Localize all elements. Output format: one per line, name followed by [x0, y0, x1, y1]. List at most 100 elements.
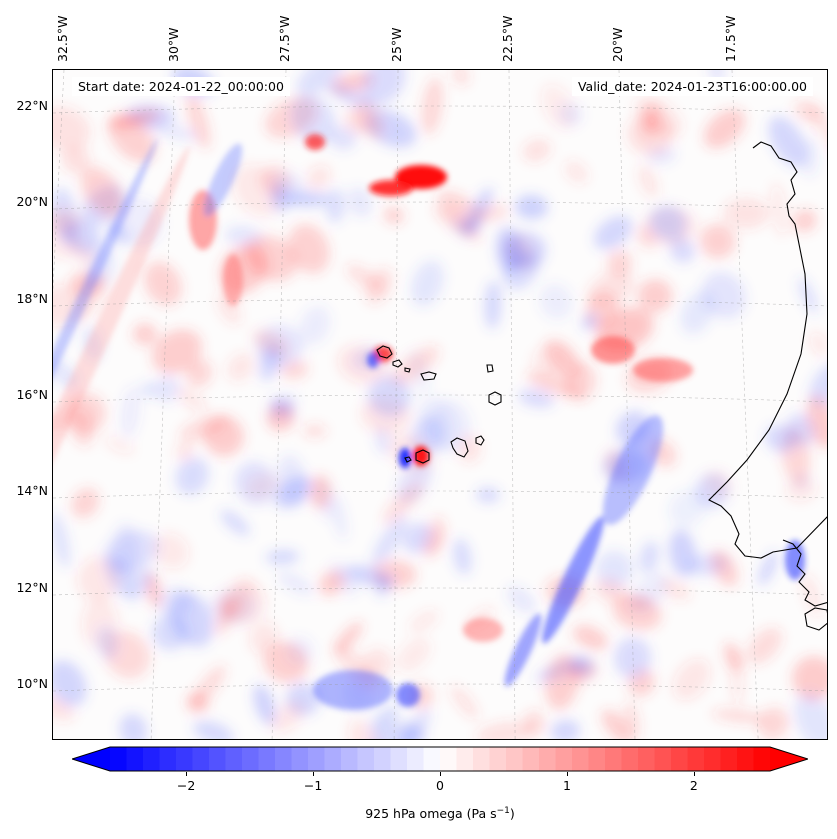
field-blob: [475, 487, 500, 503]
field-blob: [558, 102, 583, 126]
latitude-label: 18°N: [16, 291, 48, 306]
field-blob: [277, 571, 314, 596]
field-blob: [175, 457, 210, 495]
latitude-label: 10°N: [16, 676, 48, 691]
field-blob: [711, 708, 767, 724]
island-coastline: [486, 364, 494, 373]
colorbar-label-unit-exponent: −1: [496, 806, 510, 816]
field-blob: [809, 361, 827, 407]
colorbar-cell: [522, 747, 540, 771]
colorbar-cell: [605, 747, 622, 771]
field-blob: [270, 701, 305, 733]
field-feature: [203, 143, 243, 217]
colorbar-cell: [324, 747, 342, 771]
field-blob: [704, 470, 732, 498]
field-blob: [153, 375, 180, 403]
field-blob: [806, 395, 827, 449]
field-blob: [344, 565, 391, 587]
field-blob: [539, 283, 573, 320]
field-blob: [409, 609, 439, 633]
colorbar-cell: [110, 747, 127, 771]
field-blob: [810, 331, 827, 356]
field-blob: [390, 345, 440, 386]
field-blob: [265, 550, 300, 564]
field-blob: [299, 305, 331, 345]
colorbar-cell: [671, 747, 688, 771]
colorbar-cell: [407, 747, 424, 771]
island-coastline: [450, 437, 469, 458]
field-blob: [410, 260, 444, 307]
field-blob: [522, 139, 551, 162]
longitude-label: 22.5°W: [500, 15, 515, 62]
colorbar-cell: [225, 747, 243, 771]
colorbar-tick-label: 0: [436, 778, 444, 793]
field-blob: [433, 205, 482, 241]
colorbar-cell: [440, 747, 457, 771]
colorbar-cell: [588, 747, 606, 771]
colorbar-tick-label: −1: [303, 778, 323, 793]
colorbar-cell: [753, 747, 771, 771]
field-blob: [668, 489, 706, 528]
field-blob: [227, 352, 255, 382]
colorbar-cell: [423, 747, 441, 771]
field-blob: [523, 710, 545, 737]
field-blob: [792, 209, 817, 233]
valid-date-label: Valid_date: 2024-01-23T16:00:00.00: [571, 77, 813, 96]
longitude-label: 32.5°W: [55, 15, 70, 62]
field-blob: [758, 551, 778, 586]
field-blob: [176, 441, 194, 461]
field-blob: [53, 660, 87, 707]
field-blob: [581, 313, 599, 331]
field-blob: [747, 627, 783, 665]
field-blob: [730, 648, 744, 706]
field-blob: [798, 277, 818, 315]
field-blob: [81, 166, 124, 217]
island-coastline: [488, 391, 502, 406]
colorbar-outline: [72, 746, 808, 772]
field-blob: [550, 719, 581, 739]
latitude-label: 14°N: [16, 483, 48, 498]
field-blob: [708, 70, 726, 81]
gridlines: [53, 70, 827, 739]
field-blob: [503, 250, 539, 290]
colorbar-cell: [572, 747, 589, 771]
latitude-label: 20°N: [16, 194, 48, 209]
field-blob: [319, 570, 345, 596]
island-coastline: [404, 456, 412, 463]
map-panel: [52, 69, 828, 740]
latitude-label: 16°N: [16, 387, 48, 402]
parallel-line: [53, 201, 827, 210]
island-coastline: [420, 371, 437, 381]
start-date-label: Start date: 2024-01-22_00:00:00: [72, 77, 290, 96]
field-blob: [382, 482, 424, 524]
colorbar-tick-label: −2: [176, 778, 196, 793]
field-blob: [506, 585, 536, 614]
parallel-line: [53, 490, 827, 499]
field-blob: [564, 160, 588, 184]
field-blob: [545, 653, 579, 711]
meridian-line: [508, 70, 516, 739]
field-blob: [302, 424, 327, 438]
field-blob: [635, 227, 656, 249]
field-blob: [125, 569, 154, 602]
field-blob: [186, 692, 209, 714]
colorbar-cell: [704, 747, 721, 771]
field-blob: [220, 509, 250, 536]
field-blob: [203, 415, 244, 457]
field-blob: [699, 223, 736, 259]
field-blob: [570, 656, 595, 676]
colorbar-tickmark: [440, 772, 441, 776]
field-blob: [53, 694, 75, 721]
field-feature: [396, 683, 420, 707]
field-blob: [356, 100, 384, 139]
field-blob: [452, 538, 472, 575]
field-feature: [367, 352, 379, 368]
colorbar-tickmark: [313, 772, 315, 776]
field-blob: [572, 625, 608, 650]
field-blob: [765, 425, 797, 453]
field-blob: [253, 684, 276, 726]
colorbar-cell: [720, 747, 738, 771]
field-blob: [514, 194, 549, 220]
field-blob: [331, 495, 348, 541]
colorbar-tickmark: [693, 772, 695, 776]
